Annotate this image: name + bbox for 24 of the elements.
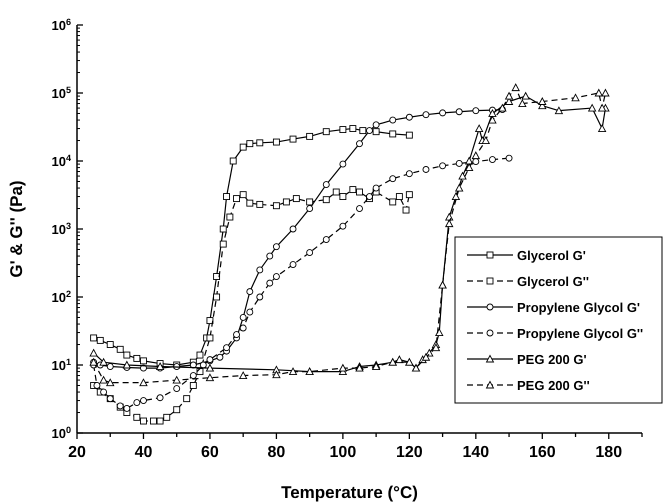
y-axis-title: G' & G'' (Pa) — [7, 180, 26, 278]
x-tick-label: 180 — [595, 444, 622, 461]
y-tick-label: 10$^{0}$ — [51, 425, 71, 441]
y-tick-label: 10$^{6}$ — [51, 17, 71, 33]
x-tick-label: 140 — [462, 444, 490, 461]
y-tick-label: 10$^{1}$ — [51, 357, 71, 373]
y-tick-label: 10$^{5}$ — [51, 85, 71, 101]
legend-label: Propylene Glycol G' — [517, 300, 640, 315]
x-tick-label: 40 — [134, 444, 152, 461]
x-tick-label: 100 — [330, 444, 356, 461]
y-tick-label: 10$^{2}$ — [51, 289, 71, 305]
legend-label: Propylene Glycol G'' — [517, 326, 644, 341]
legend-label: PEG 200 G' — [517, 352, 587, 367]
x-tick-label: 20 — [68, 444, 86, 461]
legend-label: Glycerol G' — [517, 248, 586, 263]
x-axis-title: Temperature (°C) — [281, 483, 418, 502]
x-tick-label: 120 — [396, 444, 423, 461]
x-tick-label: 80 — [268, 444, 286, 461]
y-tick-label: 10$^{4}$ — [51, 153, 72, 169]
x-tick-label: 160 — [528, 444, 556, 461]
legend-label: PEG 200 G'' — [517, 378, 590, 393]
legend-label: Glycerol G'' — [517, 274, 589, 289]
x-tick-label: 60 — [201, 444, 219, 461]
y-tick-label: 10$^{3}$ — [51, 221, 71, 237]
